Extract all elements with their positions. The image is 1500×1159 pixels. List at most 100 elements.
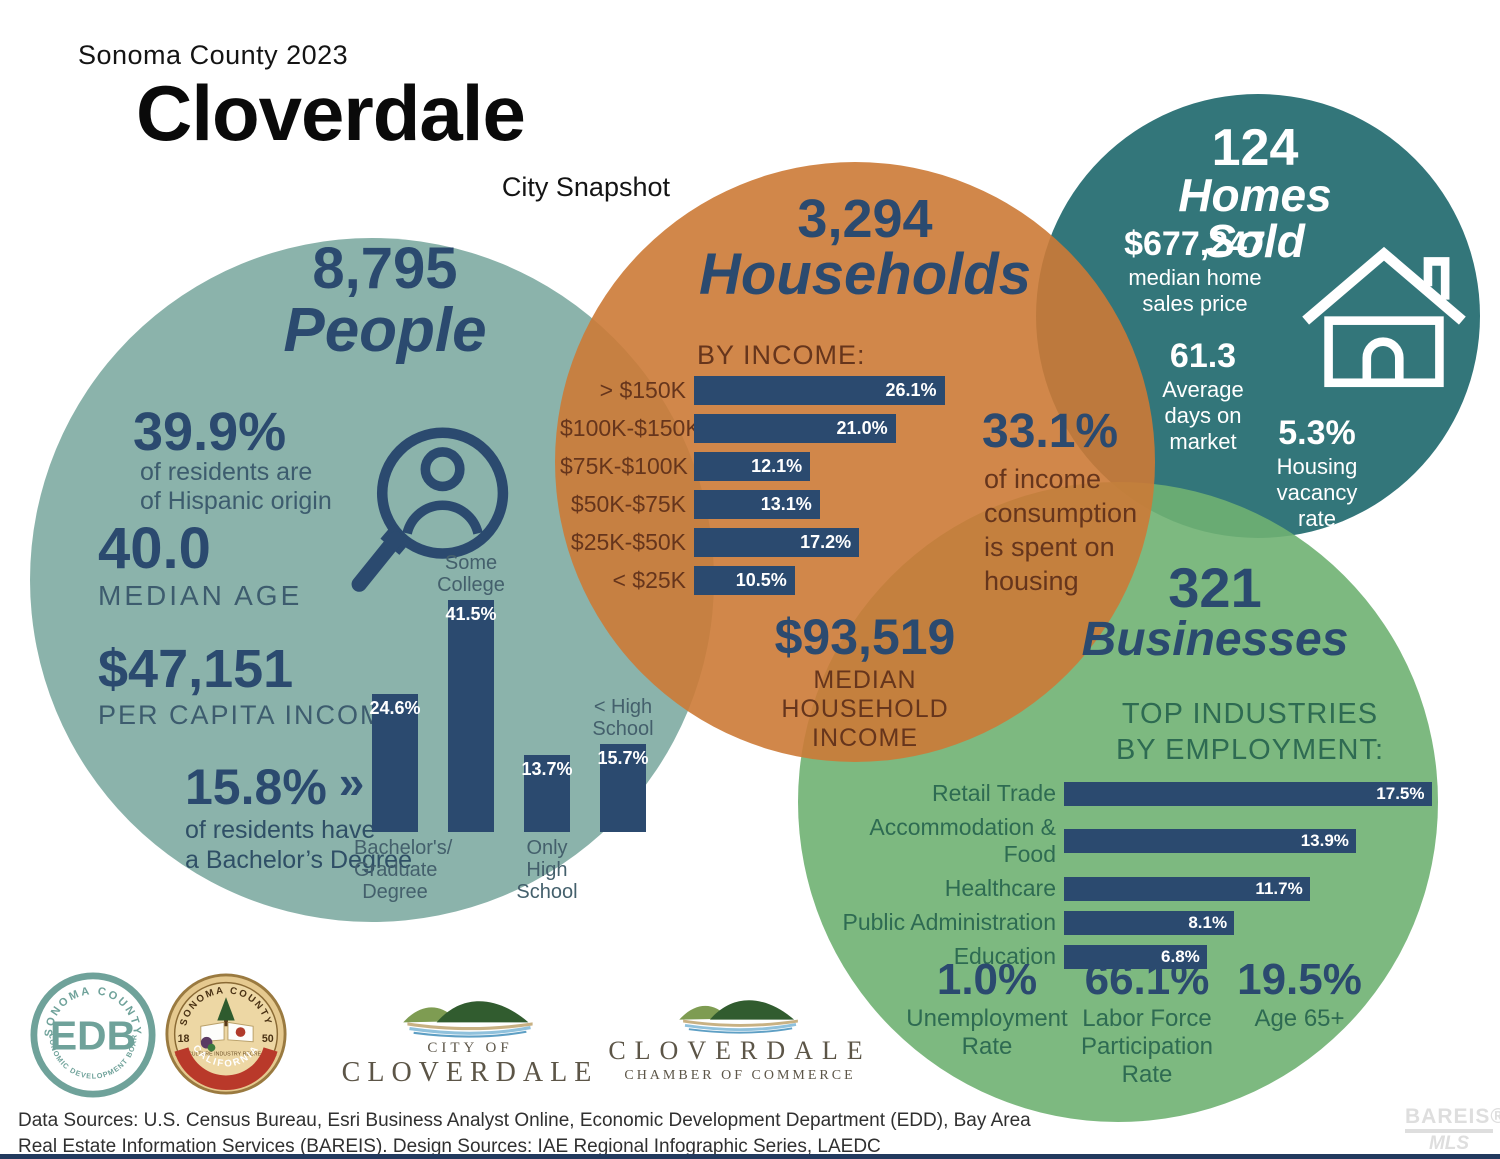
chart-value-label: 41.5% bbox=[445, 604, 497, 624]
median-age-label: MEDIAN AGE bbox=[98, 580, 303, 611]
people-count: 8,795 bbox=[312, 236, 458, 301]
chart-bar: 13.7% bbox=[521, 755, 573, 832]
chart-category-label: < $25K bbox=[612, 567, 686, 593]
days-on-market: 61.3 Average days on market bbox=[1133, 337, 1273, 455]
chart-row: < $25K 10.5% bbox=[560, 566, 945, 595]
industries-chart: Retail Trade 17.5% Accommodation & Food 13.… bbox=[828, 780, 1432, 977]
data-sources-text: Data Sources: U.S. Census Bureau, Esri B… bbox=[18, 1110, 1031, 1157]
chamber-of-commerce-logo: CLOVERDALE CHAMBER OF COMMERCE bbox=[590, 990, 890, 1084]
chart-bar: 6.8% bbox=[1064, 944, 1207, 969]
unemployment-stat: 1.0% Unemployment Rate bbox=[902, 958, 1072, 1061]
chart-bar: 17.2% bbox=[694, 528, 860, 557]
chart-bar: 26.1% bbox=[694, 376, 945, 405]
chart-row: Accommodation & Food 13.9% bbox=[828, 814, 1432, 868]
chart-value-label: 21.0% bbox=[836, 418, 888, 438]
businesses-count: 321 bbox=[1168, 556, 1262, 619]
bareis-logo-line1: BAREIS® bbox=[1405, 1105, 1500, 1128]
chart-bar: 12.1% bbox=[694, 452, 811, 481]
median-home-price-label: median home sales price bbox=[1128, 265, 1262, 317]
chart-row: $25K-$50K 17.2% bbox=[560, 528, 945, 557]
median-home-price-value: $677,247 bbox=[1124, 225, 1266, 263]
city-of-label: CITY OF bbox=[427, 1040, 513, 1056]
businesses-label: Businesses bbox=[1081, 613, 1349, 666]
unemployment-value: 1.0% bbox=[936, 955, 1038, 1004]
homes-sold-count: 124 bbox=[1211, 119, 1299, 177]
chart-row: Education 6.8% bbox=[828, 943, 1432, 970]
chart-value-label: 12.1% bbox=[751, 456, 803, 476]
people-label: People bbox=[283, 296, 487, 365]
vacancy-rate-label: Housing vacancy rate bbox=[1276, 454, 1358, 532]
chamber-sub-label: CHAMBER OF COMMERCE bbox=[624, 1068, 856, 1083]
chart-value-label: 10.5% bbox=[735, 570, 787, 590]
chart-value-label: 24.6% bbox=[369, 698, 421, 719]
chart-category-label: < High School bbox=[592, 696, 654, 741]
chart-value-label: 15.7% bbox=[597, 748, 649, 769]
chart-row: $100K-$150K 21.0% bbox=[560, 414, 945, 443]
chart-category-label: Some College bbox=[437, 552, 505, 596]
vacancy-rate: 5.3% Housing vacancy rate bbox=[1243, 414, 1391, 532]
labor-force-value: 66.1% bbox=[1084, 955, 1210, 1004]
industries-title: TOP INDUSTRIES BY EMPLOYMENT: bbox=[1115, 698, 1385, 766]
bareis-logo-line2: MLS bbox=[1405, 1129, 1493, 1153]
education-chart: 24.6% Bachelor's/ Graduate Degree Some Col… bbox=[354, 552, 669, 903]
seal-year-right: 50 bbox=[262, 1033, 274, 1045]
bottom-border bbox=[0, 1154, 1500, 1159]
chart-row: Healthcare 11.7% bbox=[828, 875, 1432, 902]
households-circle bbox=[555, 162, 1155, 762]
chart-category-label: Public Administration bbox=[842, 909, 1057, 935]
age-65-value: 19.5% bbox=[1237, 955, 1362, 1004]
chamber-hills-icon bbox=[678, 1000, 798, 1034]
chart-row: > $150K 26.1% bbox=[560, 376, 945, 405]
bachelor-description: of residents have a Bachelor’s Degree bbox=[185, 816, 412, 874]
chart-value-label: 26.1% bbox=[885, 380, 937, 400]
chart-category-label: Bachelor's/ Graduate Degree bbox=[354, 837, 453, 903]
chart-category-label: Healthcare bbox=[944, 875, 1056, 901]
chart-value-label: 8.1% bbox=[1188, 912, 1228, 932]
hispanic-description: of residents are of Hispanic origin bbox=[140, 458, 332, 515]
chart-bar: 13.9% bbox=[1064, 829, 1356, 853]
chart-value-label: 13.9% bbox=[1300, 831, 1349, 850]
chamber-name-label: CLOVERDALE bbox=[608, 1036, 872, 1065]
households-count: 3,294 bbox=[797, 189, 933, 249]
house-icon bbox=[1302, 246, 1466, 388]
housing-consumption-percent: 33.1% bbox=[982, 405, 1119, 458]
per-capita-income-label: PER CAPITA INCOME bbox=[98, 700, 405, 730]
by-income-title: BY INCOME: bbox=[697, 340, 866, 370]
per-capita-income-value: $47,151 bbox=[98, 639, 294, 699]
households-label: Households bbox=[699, 242, 1031, 307]
chart-column: 24.6% Bachelor's/ Graduate Degree bbox=[354, 552, 452, 903]
median-household-income-value: $93,519 bbox=[774, 609, 956, 665]
median-home-price: $677,247 median home sales price bbox=[1100, 225, 1290, 317]
chart-category-label: $25K-$50K bbox=[570, 529, 686, 555]
city-of-cloverdale-logo: CITY OF CLOVERDALE bbox=[330, 990, 610, 1089]
age-65-stat: 19.5% Age 65+ bbox=[1222, 958, 1377, 1033]
magnifier-person-icon bbox=[351, 427, 509, 592]
chart-value-label: 13.7% bbox=[521, 759, 573, 780]
labor-force-stat: 66.1% Labor Force Participation Rate bbox=[1062, 958, 1232, 1089]
chart-value-label: 17.5% bbox=[1376, 783, 1425, 803]
chart-row: Public Administration 8.1% bbox=[828, 909, 1432, 936]
report-kicker: Sonoma County 2023 bbox=[78, 40, 349, 70]
chart-value-label: 17.2% bbox=[800, 532, 852, 552]
chart-category-label: Only High School bbox=[516, 837, 578, 903]
chart-category-label: $50K-$75K bbox=[570, 491, 686, 517]
median-household-income-label: MEDIAN HOUSEHOLD INCOME bbox=[781, 666, 949, 752]
days-on-market-value: 61.3 bbox=[1169, 337, 1237, 375]
age-65-label: Age 65+ bbox=[1254, 1005, 1345, 1032]
days-on-market-label: Average days on market bbox=[1162, 377, 1244, 455]
sonoma-county-seal: SONOMA COUNTY 18 50 AGRICULTURE INDUSTRY… bbox=[165, 973, 287, 1095]
chart-category-label: Retail Trade bbox=[931, 780, 1056, 806]
chart-category-label: Accommodation & Food bbox=[869, 814, 1056, 867]
chart-column: 13.7% Only High School bbox=[516, 552, 578, 903]
edb-logo-center-text: EDB bbox=[50, 1013, 136, 1059]
chart-row: $50K-$75K 13.1% bbox=[560, 490, 945, 519]
chart-column: < High School 15.7% bbox=[577, 552, 669, 832]
chart-column: Some College 41.5% bbox=[425, 552, 517, 832]
cloverdale-hills-icon bbox=[403, 1001, 533, 1038]
seal-center-text: AGRICULTURE INDUSTRY RECREATION bbox=[175, 1051, 277, 1057]
chart-bar: 13.1% bbox=[694, 490, 820, 519]
chart-bar: 24.6% bbox=[369, 694, 421, 832]
city-name-label: CLOVERDALE bbox=[341, 1057, 599, 1088]
bareis-mls-logo: BAREIS® MLS bbox=[1405, 1105, 1500, 1153]
